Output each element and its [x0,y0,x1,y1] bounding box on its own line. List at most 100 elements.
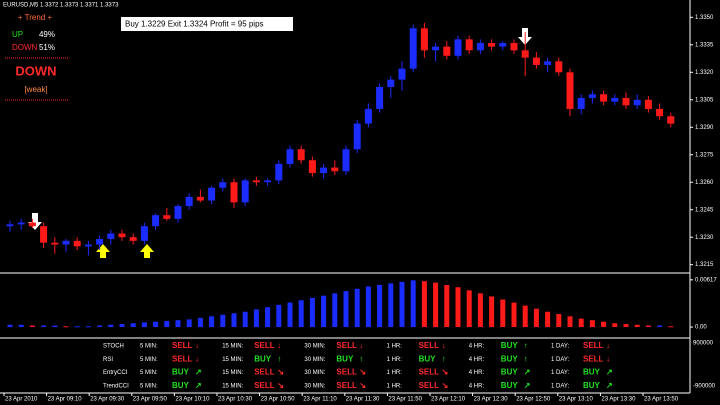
timeframe: 30 MIN: [304,383,325,389]
timeframe: 30 MIN: [304,344,325,350]
histogram-bar [567,316,573,328]
time-label: 23 Apr 11:50 [388,397,422,403]
histogram-bar [63,326,69,328]
y-tick-label: 0.00617 [695,277,717,283]
signal: BUY [172,381,190,390]
time-label: 23 Apr 12:30 [474,397,509,403]
candle-body [364,108,372,124]
candle-body [320,167,328,174]
timeframe: 15 MIN: [222,357,243,363]
candle-body [163,215,171,219]
signal: BUY [583,368,601,377]
histogram-bar [29,325,35,328]
signal-arrow: ↓ [359,341,363,350]
candle-body [510,42,518,51]
indicator-name: STOCH [103,344,124,350]
candle-body [286,149,294,164]
time-label: 23 Apr 09:30 [90,397,125,403]
histogram-bar [209,316,215,328]
histogram-bar [500,299,506,328]
signal: SELL [419,381,440,390]
signal: BUY [419,354,437,363]
candle-body [51,242,59,245]
candle-body [566,72,574,109]
candle-body [252,180,260,183]
signal-arrow: ↓ [442,341,446,350]
signal: SELL [254,341,275,350]
histogram-bar [645,325,651,328]
time-label: 23 Apr 12:10 [431,397,466,403]
candle-body [488,42,496,47]
histogram-bar [578,318,584,328]
timeframe: 15 MIN: [222,370,243,376]
candle-body [152,215,160,227]
timeframe: 30 MIN: [304,357,325,363]
candle-body [308,160,316,174]
y-tick-label: 1.3335 [695,42,714,48]
trend-down-label: DOWN [12,43,38,52]
trend-down-value: 51% [39,43,55,52]
buy-arrow [140,244,154,258]
timeframe: 1 DAY: [551,357,570,363]
histogram-bar [298,300,304,328]
signal-arrow: ↘ [442,368,449,377]
candle-body [219,182,227,188]
signal: BUY [501,368,519,377]
y-tick-label: 1.3230 [695,235,714,241]
histogram-bar [153,321,159,328]
histogram-bar [668,326,674,328]
signal-arrow: ↓ [195,354,199,363]
time-label: 23 Apr 13:10 [559,397,594,403]
candle-body [443,46,451,56]
timeframe: 4 HR: [469,357,485,363]
histogram-bar [164,320,170,328]
candle-body [353,123,361,150]
indicator-name: EntryCCI [103,370,128,376]
signal: BUY [501,381,519,390]
timeframe: 4 HR: [469,383,485,389]
histogram-bar [455,287,461,328]
timeframe: 5 MIN: [140,383,158,389]
signal-arrow: ↓ [277,341,281,350]
y-tick-label: 1.3260 [695,180,714,186]
histogram-bar [287,302,293,328]
signal-arrow: ↘ [359,368,366,377]
histogram-bar [332,293,338,328]
histogram-bar [399,281,405,328]
time-label: 23 Apr 12:50 [516,397,551,403]
candle-body [409,28,417,69]
histogram-bar [433,282,439,328]
time-label: 23 Apr 11:10 [303,397,337,403]
histogram-bar [466,290,472,328]
annotation: Buy 1.3229 Exit 1.3324 Profit = 95 pips [125,20,264,29]
histogram-bar [18,324,24,328]
y-tick-label: 1.3275 [695,152,714,158]
timeframe: 15 MIN: [222,383,243,389]
histogram-bar [321,295,327,328]
signal-arrow: ↗ [195,381,202,390]
y-tick-label: 1.3320 [695,70,714,76]
histogram-bar [365,286,371,328]
trend-verdict: DOWN [15,63,56,78]
candle-body [297,149,305,161]
candle-body [588,94,596,98]
candle-body [331,167,339,172]
signal: SELL [172,354,193,363]
candle-body [611,97,619,102]
signal-arrow: ↗ [524,381,531,390]
candle-body [544,61,552,65]
symbol-line: EURUSD,M5 1.3372 1.3373 1.3371 1.3373 [3,3,119,9]
signal: SELL [172,341,193,350]
candle-body [667,116,675,124]
histogram-bar [97,325,103,328]
candle-body [656,108,664,117]
candle-body [241,180,249,203]
histogram-bar [522,305,528,328]
signal: SELL [254,381,275,390]
time-label: 23 Apr 13:50 [644,397,679,403]
candle-body [432,46,440,51]
candle-body [376,86,384,109]
time-label: 23 Apr 10:10 [175,397,210,403]
candle-body [62,240,70,245]
